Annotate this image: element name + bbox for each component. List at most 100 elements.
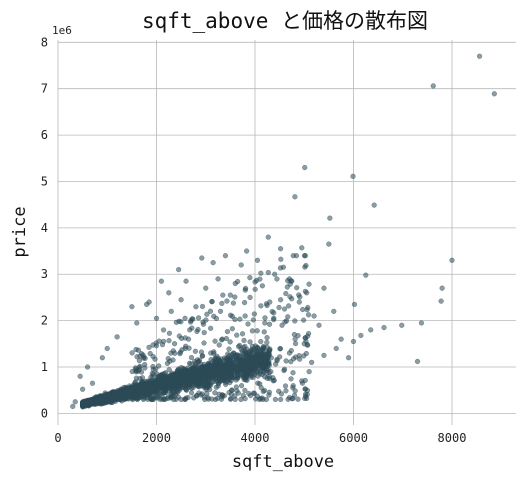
scatter-point	[278, 256, 284, 262]
scatter-point	[287, 294, 293, 300]
scatter-point	[249, 358, 255, 365]
scatter-point	[240, 351, 246, 357]
scatter-point	[182, 315, 188, 321]
scatter-point	[255, 369, 261, 375]
scatter-point	[211, 313, 217, 319]
scatter-point	[132, 380, 138, 386]
scatter-point	[144, 388, 150, 394]
scatter-point	[163, 387, 169, 393]
scatter-point	[186, 345, 192, 351]
scatter-point	[345, 355, 352, 361]
y-tick-label: 4	[41, 221, 48, 235]
scatter-point	[261, 344, 267, 351]
scatter-point	[267, 346, 273, 352]
scatter-point	[265, 269, 271, 276]
scatter-point	[153, 315, 160, 321]
scatter-point	[321, 285, 327, 291]
scatter-point	[106, 391, 112, 397]
scatter-point	[187, 371, 193, 377]
scatter-point	[161, 396, 167, 402]
scatter-point	[302, 395, 308, 401]
scatter-point	[264, 335, 270, 341]
scatter-point	[226, 365, 233, 371]
scatter-point	[226, 346, 232, 352]
scatter-point	[235, 373, 241, 379]
scatter-point	[166, 330, 173, 336]
scatter-point	[371, 202, 377, 208]
scatter-point	[247, 294, 253, 301]
scatter-point	[133, 385, 139, 391]
scatter-point	[153, 394, 160, 400]
scatter-point	[173, 319, 179, 325]
scatter-point	[158, 278, 165, 284]
scatter-point	[306, 369, 312, 375]
scatter-point	[175, 394, 181, 400]
y-tick-label: 3	[41, 267, 48, 281]
y-tick-label: 7	[41, 82, 48, 96]
scatter-point	[199, 353, 206, 359]
scatter-point	[287, 281, 293, 287]
scatter-point	[302, 253, 308, 259]
scatter-point	[118, 393, 124, 399]
scatter-point	[142, 365, 148, 371]
scatter-point	[232, 364, 238, 370]
scatter-point	[254, 328, 260, 334]
scatter-point	[430, 83, 436, 89]
scatter-point	[264, 357, 270, 363]
scatter-point	[134, 320, 140, 326]
scatter-point	[216, 380, 222, 386]
scatter-point	[164, 360, 171, 367]
scatter-point	[414, 358, 421, 365]
scatter-point	[238, 383, 245, 389]
scatter-point	[159, 342, 166, 348]
scatter-point	[153, 343, 160, 349]
scatter-point	[254, 257, 261, 263]
scatter-point	[228, 370, 234, 377]
scatter-point	[239, 331, 246, 337]
scatter-point	[238, 262, 244, 268]
scatter-point	[351, 301, 358, 307]
scatter-point	[178, 297, 184, 303]
scatter-point	[233, 359, 239, 365]
y-tick-label: 5	[41, 174, 48, 188]
scatter-point	[278, 391, 284, 397]
scatter-point	[166, 290, 172, 296]
scatter-point	[245, 321, 251, 327]
scatter-point	[224, 329, 231, 335]
scatter-point	[196, 390, 202, 396]
scatter-point	[399, 322, 405, 328]
scatter-point	[212, 390, 218, 396]
scatter-point	[234, 332, 240, 338]
scatter-point	[129, 350, 135, 356]
scatter-point	[144, 301, 150, 307]
scatter-point	[150, 353, 156, 360]
scatter-point	[242, 285, 249, 292]
scatter-point	[305, 312, 312, 318]
scatter-point	[321, 352, 327, 359]
scatter-point	[249, 370, 255, 377]
scatter-point	[290, 253, 296, 259]
scatter-points	[70, 53, 497, 410]
scatter-point	[168, 350, 174, 356]
scatter-point	[197, 369, 203, 375]
scatter-point	[243, 373, 249, 379]
scatter-point	[177, 351, 183, 357]
scatter-point	[230, 300, 236, 306]
scatter-point	[244, 248, 250, 254]
scatter-point	[295, 396, 301, 402]
scatter-point	[277, 246, 284, 252]
scatter-point	[281, 366, 288, 372]
scatter-point	[266, 321, 273, 327]
scatter-point	[283, 388, 289, 394]
scatter-point	[215, 276, 221, 282]
scatter-point	[264, 339, 270, 346]
scatter-point	[203, 285, 209, 291]
scatter-point	[301, 317, 307, 323]
scatter-point	[194, 328, 200, 335]
scatter-point	[183, 375, 190, 381]
scatter-point	[224, 298, 230, 304]
chart-title: sqft_above と価格の散布図	[142, 9, 428, 33]
y-tick-label: 6	[41, 128, 48, 142]
scatter-point	[245, 366, 251, 372]
